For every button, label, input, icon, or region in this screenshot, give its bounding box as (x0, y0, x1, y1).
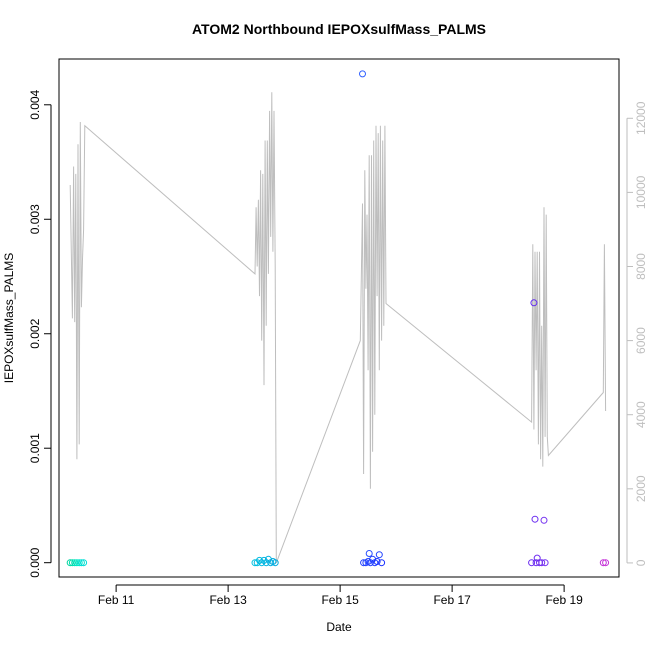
y-tick-label: 0.002 (28, 318, 42, 348)
data-point (531, 515, 539, 523)
data-point (375, 551, 383, 559)
data-point (541, 559, 549, 567)
y-tick-label: 0.001 (28, 433, 42, 463)
data-point (530, 299, 538, 307)
data-point (66, 559, 74, 567)
data-point (360, 559, 368, 567)
data-point (256, 556, 263, 564)
y-tick-label: 0.003 (28, 204, 42, 234)
series-line (69, 92, 607, 564)
data-point (80, 559, 88, 567)
data-point (258, 559, 266, 567)
data-point (253, 559, 261, 567)
data-point (538, 559, 546, 567)
scatter-points (66, 70, 610, 567)
data-point (378, 559, 386, 567)
data-point (602, 559, 610, 567)
plot-frame (58, 58, 620, 578)
data-point (365, 550, 373, 557)
chart-title: ATOM2 Northbound IEPOXsulfMass_PALMS (192, 21, 486, 37)
y-axis-label: IEPOXsulfMass_PALMS (2, 253, 16, 384)
y2-tick-label: 6000 (634, 327, 648, 354)
x-tick-label: Feb 15 (321, 593, 359, 607)
y2-tick-label: 10000 (634, 175, 648, 209)
y-axis: 0.000 0.001 0.002 0.003 0.004 (28, 89, 52, 578)
data-point (271, 559, 279, 567)
data-point (71, 559, 79, 567)
y2-tick-label: 0 (634, 559, 648, 566)
data-point (599, 559, 607, 567)
data-point (260, 556, 268, 564)
data-point (528, 559, 536, 567)
y-tick-label: 0.000 (28, 547, 42, 577)
y2-tick-label: 2000 (634, 475, 648, 502)
data-point (373, 558, 381, 565)
x-tick-label: Feb 19 (545, 593, 583, 607)
y2-tick-label: 12000 (634, 101, 648, 135)
x-tick-label: Feb 11 (98, 593, 135, 607)
y2-tick-label: 8000 (634, 253, 648, 280)
x-axis-label: Date (326, 620, 352, 634)
x-axis: Feb 11 Feb 13 Feb 15 Feb 17 Feb 19 (98, 584, 583, 607)
data-point (68, 559, 76, 567)
x-tick-label: Feb 13 (209, 593, 247, 607)
line-series (69, 92, 607, 564)
y2-axis: 0 2000 4000 6000 8000 10000 12000 (626, 101, 648, 566)
data-point (540, 516, 548, 524)
x-tick-label: Feb 17 (433, 593, 471, 607)
y2-tick-label: 4000 (634, 401, 648, 428)
data-point (75, 559, 83, 567)
data-point (359, 70, 366, 78)
data-point (77, 559, 85, 567)
data-point (73, 559, 81, 567)
y-tick-label: 0.004 (28, 89, 42, 119)
